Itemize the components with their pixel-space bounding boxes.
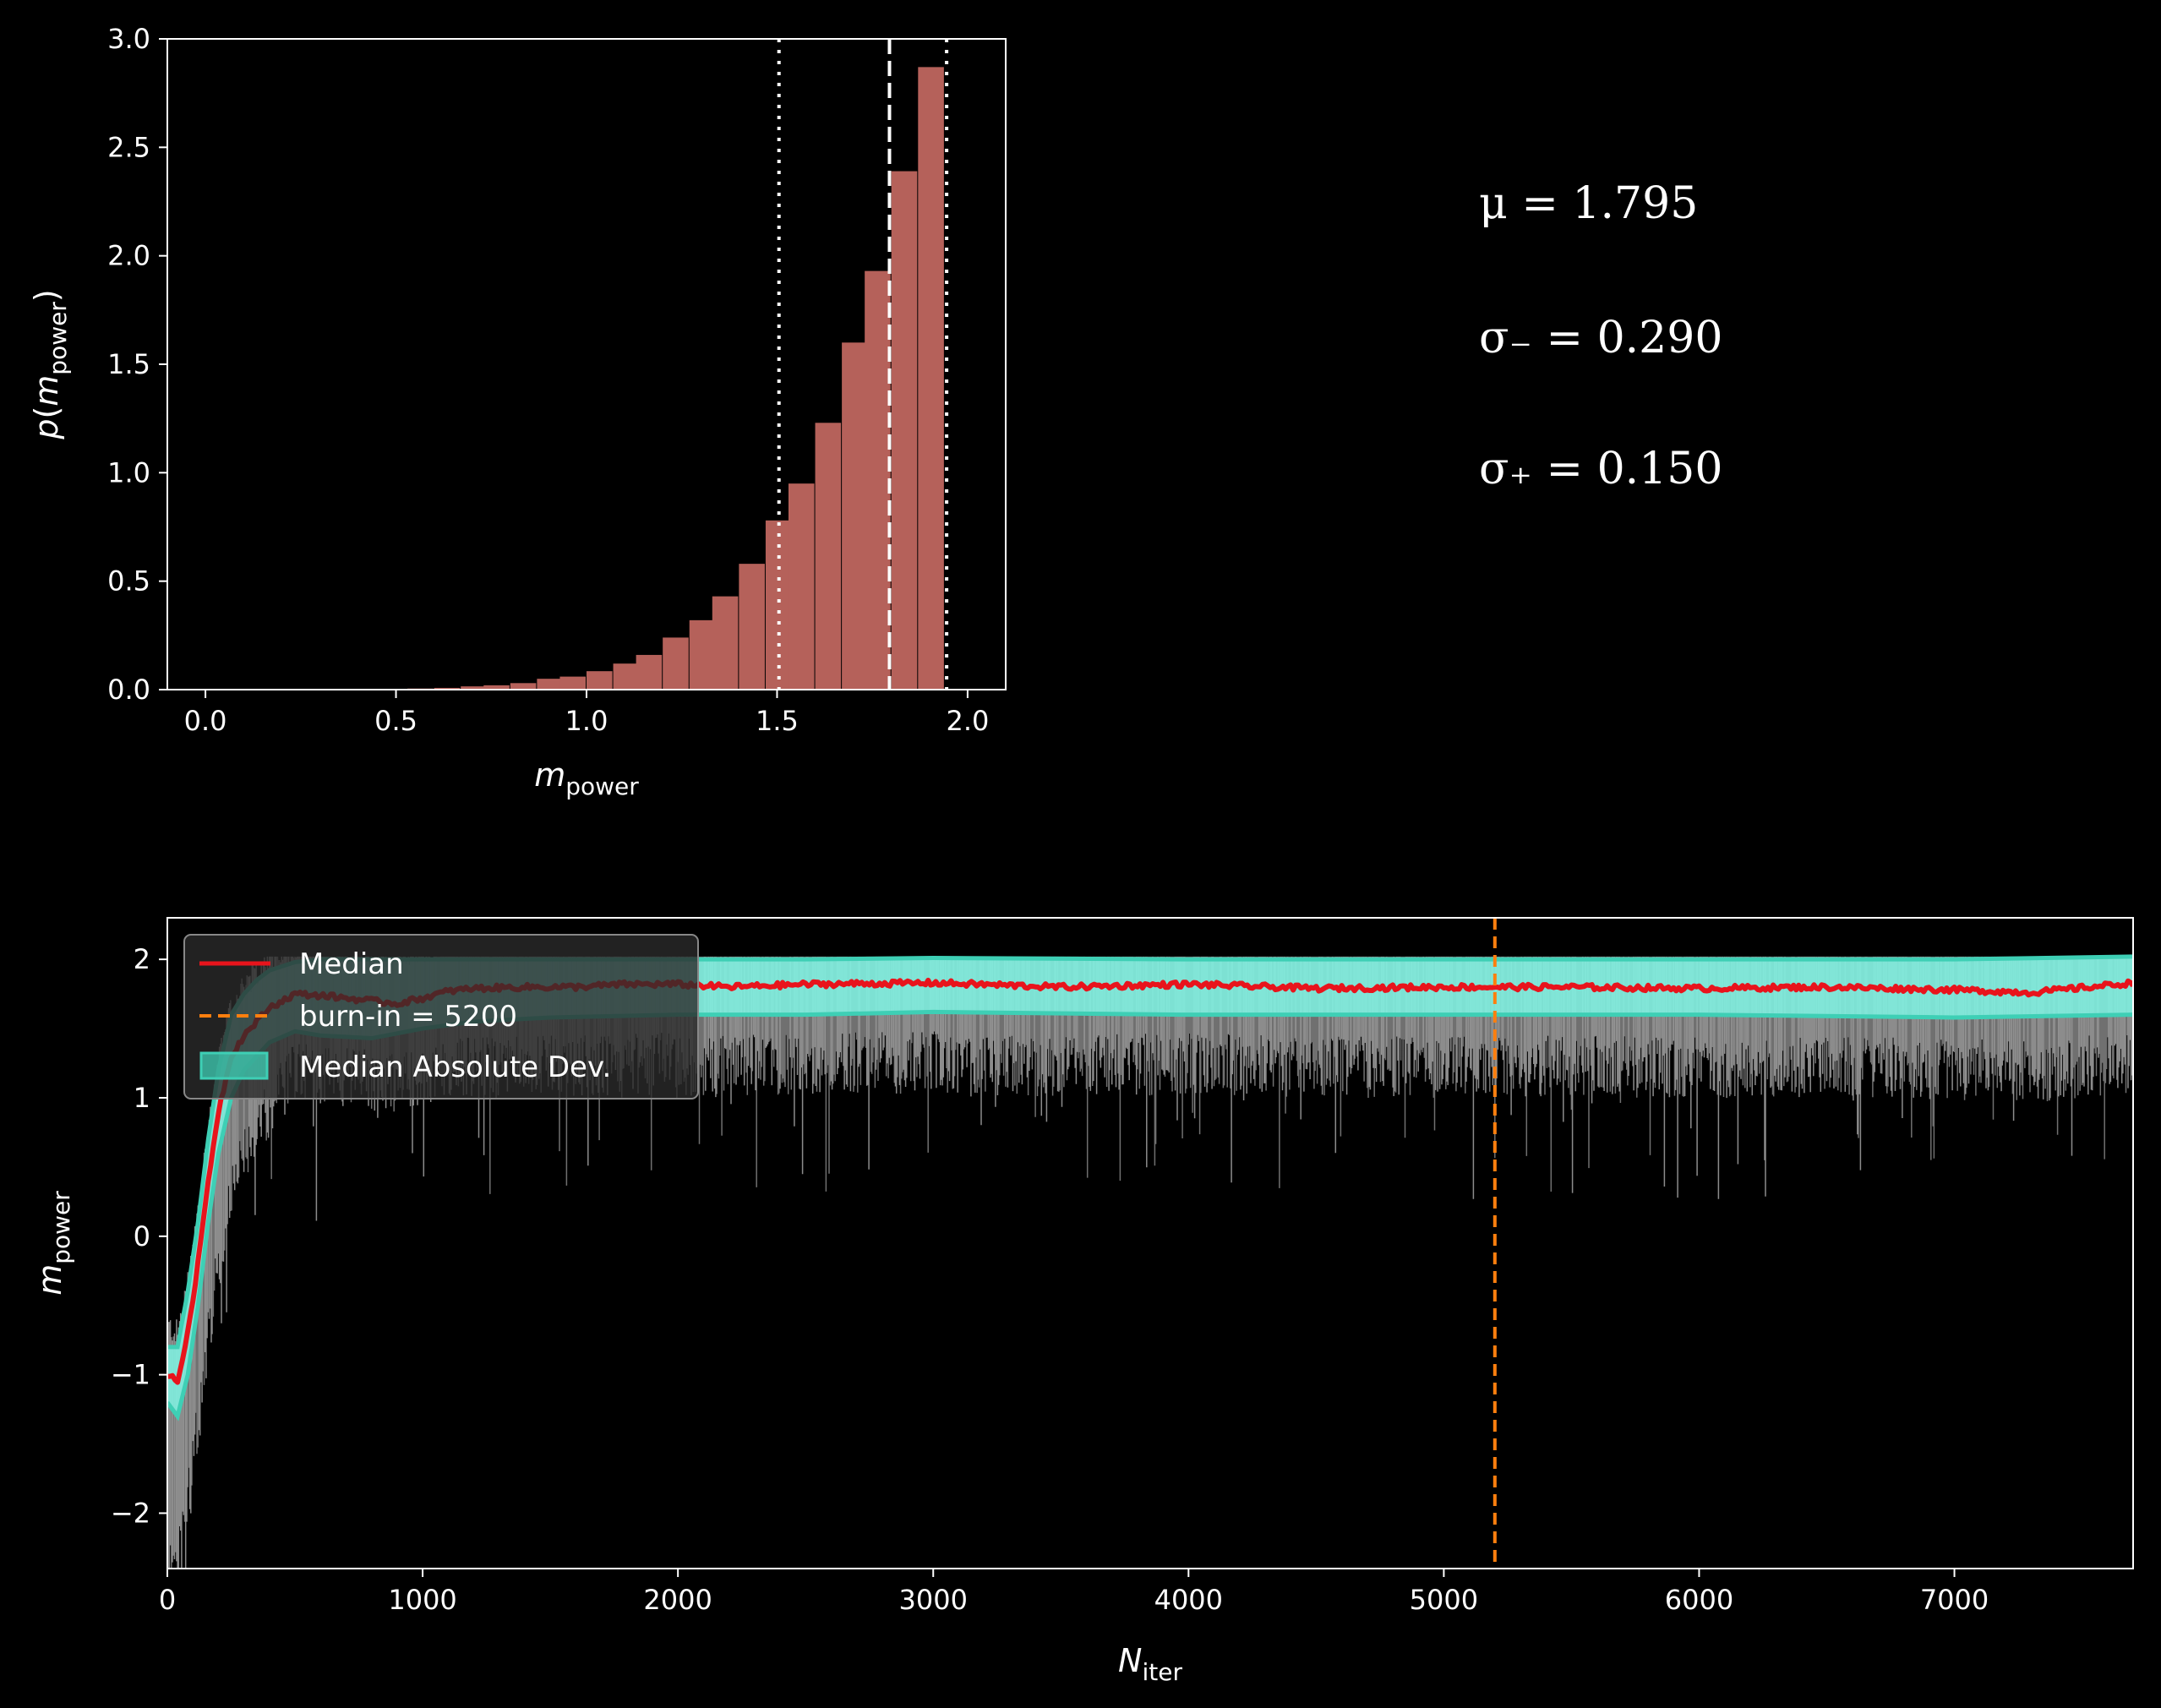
trace-y-ticks: −2 −1 0 1 2 (111, 943, 167, 1529)
histogram-bar (689, 619, 716, 690)
histogram-bar (865, 270, 891, 690)
histogram-bar (891, 171, 918, 690)
histogram-bar (739, 564, 765, 690)
trace-panel: 0 1000 2000 3000 4000 5000 6000 7000 −2 −1 0 1 2 Ni… (31, 917, 2134, 1686)
histogram-x-ticks: 0.0 0.5 1.0 1.5 2.0 (184, 690, 989, 737)
y-tick-label: 1.5 (107, 348, 150, 380)
trace-x-label: Niter (1118, 1642, 1182, 1686)
histogram-bar (434, 687, 461, 690)
y-tick-label: 2.0 (107, 240, 150, 272)
legend-median-label: Median (299, 947, 404, 981)
x-tick-label: 0.0 (184, 705, 227, 737)
x-tick-label: 4000 (1154, 1584, 1223, 1616)
y-tick-label: 3.0 (107, 23, 150, 55)
histogram-bar (918, 67, 944, 690)
legend-mad-label: Median Absolute Dev. (299, 1050, 611, 1084)
y-tick-label: −1 (111, 1359, 150, 1391)
histogram-bar (842, 342, 868, 690)
stat-sigma-plus: σ₊ = 0.150 (1479, 444, 1722, 494)
y-tick-label: −2 (111, 1497, 150, 1529)
y-tick-label: 0.5 (107, 565, 150, 598)
y-tick-label: 1 (134, 1082, 150, 1114)
histogram-y-label: p(mpower) (28, 289, 72, 439)
stat-sigma-minus: σ₋ = 0.290 (1479, 313, 1722, 363)
histogram-y-ticks: 0.0 0.5 1.0 1.5 2.0 2.5 3.0 (107, 23, 167, 706)
y-tick-label: 1.0 (107, 456, 150, 488)
histogram-bar (559, 676, 587, 690)
y-tick-label: 2.5 (107, 131, 150, 163)
stats-block: μ = 1.795 σ₋ = 0.290 σ₊ = 0.150 (1479, 178, 1722, 494)
histogram-bar (765, 520, 792, 690)
histogram-bar (510, 683, 537, 690)
histogram-bars (407, 67, 944, 690)
trace-y-label: mpower (31, 1191, 75, 1296)
y-tick-label: 0.0 (107, 674, 150, 706)
histogram-quantile-lines (777, 39, 949, 690)
x-tick-label: 7000 (1920, 1584, 1989, 1616)
legend-burnin-label: burn-in = 5200 (299, 1000, 517, 1034)
x-tick-label: 6000 (1665, 1584, 1733, 1616)
histogram-x-label: mpower (534, 756, 639, 800)
legend-mad-swatch (199, 1051, 269, 1080)
stat-mu: μ = 1.795 (1479, 178, 1698, 229)
histogram-bar (587, 671, 613, 690)
legend-box (183, 934, 699, 1100)
x-tick-label: 0 (159, 1584, 176, 1616)
histogram-bar (712, 596, 739, 690)
histogram-bar (636, 654, 663, 690)
y-tick-label: 0 (134, 1220, 150, 1252)
legend: Median burn-in = 5200 Median Absolute De… (183, 934, 699, 1100)
trace-axes-frame (166, 917, 2134, 1569)
x-tick-label: 1.0 (565, 705, 608, 737)
x-tick-label: 0.5 (374, 705, 417, 737)
x-tick-label: 1000 (388, 1584, 456, 1616)
x-tick-label: 1.5 (756, 705, 799, 737)
histogram-bar (663, 637, 689, 690)
histogram-bar (815, 423, 842, 690)
x-tick-label: 2000 (643, 1584, 712, 1616)
histogram-bar (461, 686, 487, 690)
histogram-bar (537, 679, 563, 690)
histogram-bar (788, 483, 815, 690)
y-tick-label: 2 (134, 943, 150, 975)
trace-x-ticks: 0 1000 2000 3000 4000 5000 6000 7000 (159, 1569, 1989, 1616)
x-tick-label: 5000 (1410, 1584, 1478, 1616)
x-tick-label: 3000 (899, 1584, 968, 1616)
histogram-bar (613, 663, 640, 690)
x-tick-label: 2.0 (946, 705, 989, 737)
histogram-bar (483, 685, 510, 690)
histogram-panel: 0.0 0.5 1.0 1.5 2.0 0.0 0.5 1.0 1.5 2.0 2.5 3.0 mp… (28, 23, 1007, 800)
